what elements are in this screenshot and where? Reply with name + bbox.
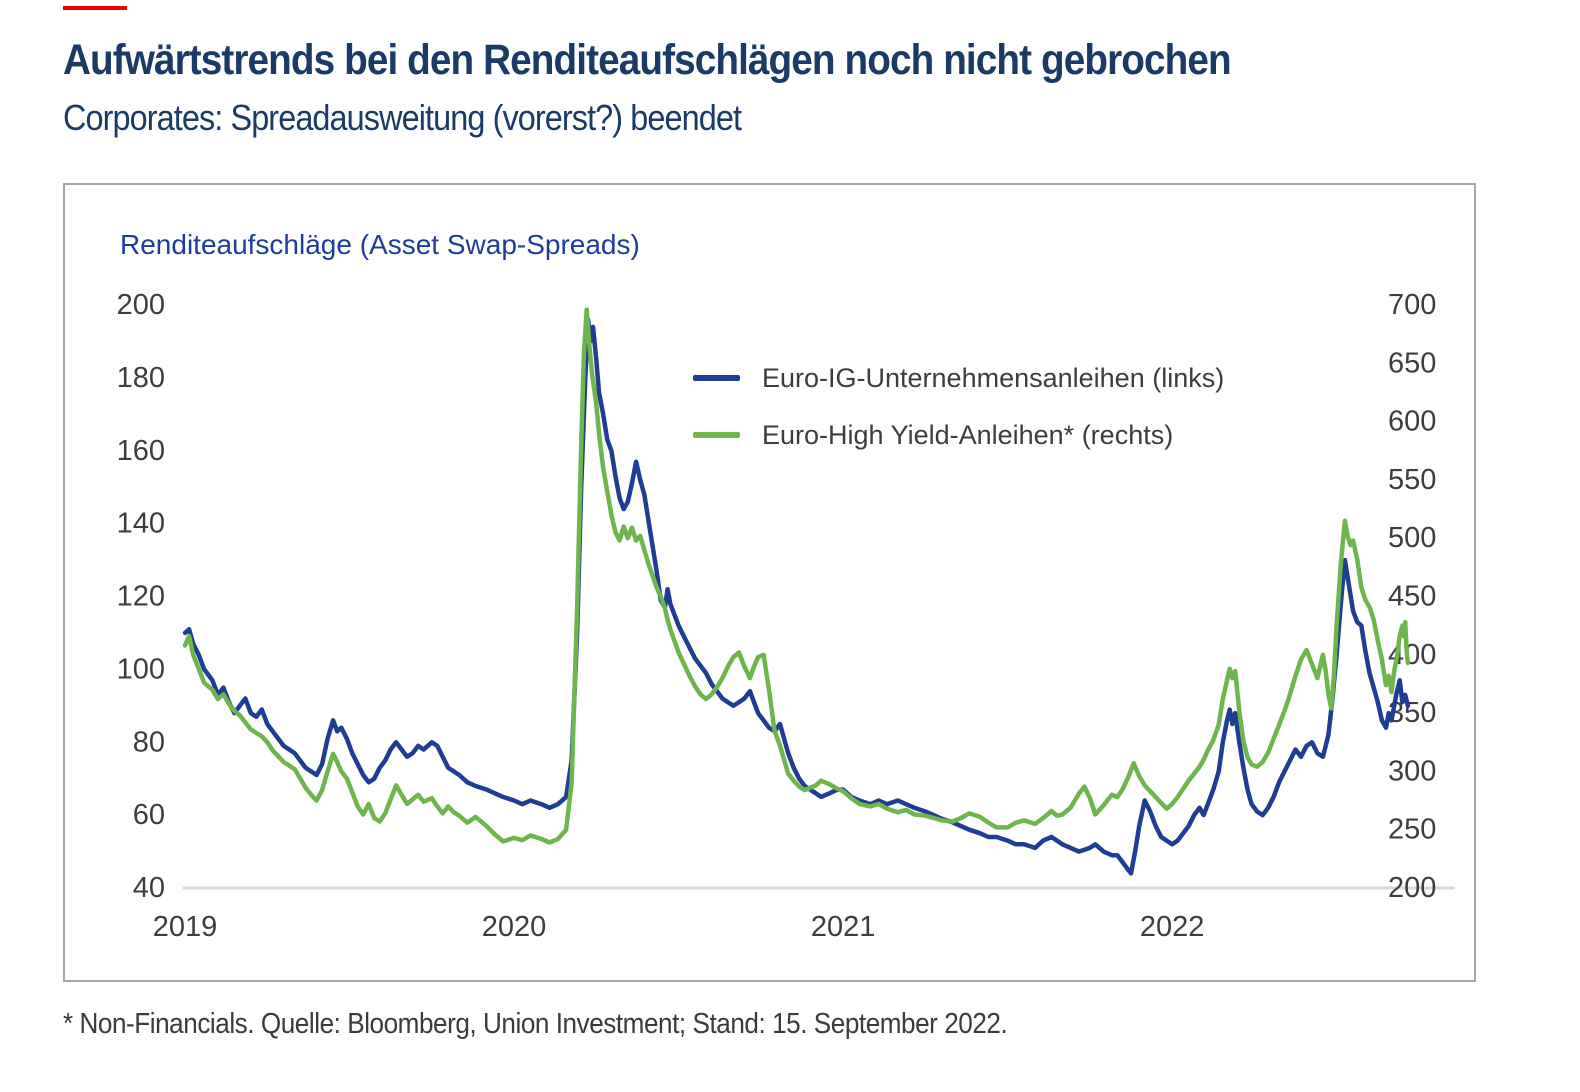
ig-line-swatch-icon — [693, 375, 740, 381]
left-axis-tick: 40 — [133, 872, 165, 904]
legend-item-hy: Euro-High Yield-Anleihen* (rechts) — [693, 418, 1224, 452]
x-axis-tick: 2020 — [482, 911, 547, 943]
page-subtitle: Corporates: Spreadausweitung (vorerst?) … — [63, 97, 742, 138]
source-footnote: * Non-Financials. Quelle: Bloomberg, Uni… — [63, 1008, 1008, 1040]
legend-label-hy: Euro-High Yield-Anleihen* (rechts) — [762, 419, 1174, 450]
chart-title: Renditeaufschläge (Asset Swap-Spreads) — [120, 229, 640, 260]
right-axis-tick: 200 — [1388, 872, 1436, 904]
left-axis-tick: 160 — [117, 435, 165, 467]
left-axis-tick: 60 — [133, 799, 165, 831]
left-axis-tick: 180 — [117, 362, 165, 394]
legend-item-ig: Euro-IG-Unternehmensanleihen (links) — [693, 361, 1224, 395]
plot-svg: 200 180 160 140 120 100 80 60 40 700 650 600 550 500 4… — [117, 289, 1455, 943]
hy-line-swatch-icon — [693, 432, 740, 438]
right-axis-tick: 500 — [1388, 522, 1436, 554]
right-axis-tick: 300 — [1388, 755, 1436, 787]
legend: Euro-IG-Unternehmensanleihen (links) Eur… — [693, 361, 1224, 475]
left-axis-tick: 100 — [117, 653, 165, 685]
left-axis-tick: 140 — [117, 508, 165, 540]
page-title: Aufwärtstrends bei den Renditeaufschläge… — [63, 36, 1232, 84]
series-line-hy — [182, 307, 1411, 845]
left-axis-tick: 120 — [117, 581, 165, 613]
right-axis-tick: 600 — [1388, 406, 1436, 438]
x-axis-tick: 2021 — [811, 911, 876, 943]
right-axis-tick: 550 — [1388, 464, 1436, 496]
left-axis-tick: 80 — [133, 726, 165, 758]
right-axis-tick: 650 — [1388, 347, 1436, 379]
brand-accent-dash — [63, 6, 127, 10]
chart-container: 200 180 160 140 120 100 80 60 40 700 650 600 550 500 4… — [63, 183, 1476, 982]
x-axis-tick: 2022 — [1140, 911, 1205, 943]
right-axis-tick: 700 — [1388, 289, 1436, 321]
right-axis-tick: 450 — [1388, 581, 1436, 613]
x-axis-tick: 2019 — [153, 911, 218, 943]
legend-label-ig: Euro-IG-Unternehmensanleihen (links) — [762, 362, 1225, 393]
left-axis-tick: 200 — [117, 289, 165, 321]
right-axis-tick: 250 — [1388, 814, 1436, 846]
